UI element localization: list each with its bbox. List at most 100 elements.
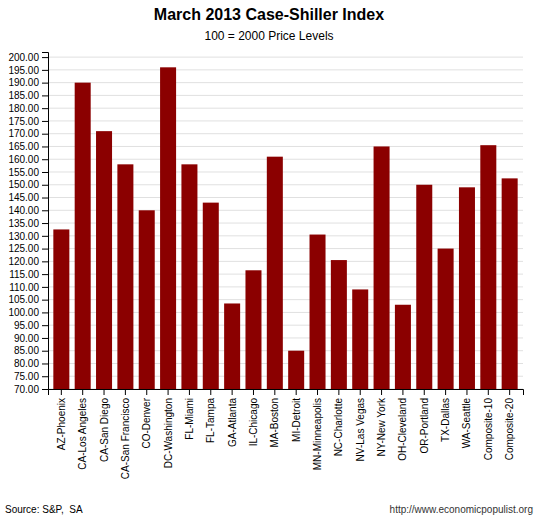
bars (53, 67, 517, 389)
bar (288, 351, 304, 389)
x-tick-label: MA-Boston (269, 398, 280, 447)
x-tick: TX-Dallas (440, 389, 451, 442)
x-tick-label: MI-Detroit (291, 398, 302, 442)
y-tick-mark (42, 159, 48, 160)
y-tick-label: 155.00 (8, 167, 39, 178)
grid-line (48, 95, 523, 96)
y-tick: 190.00 (8, 77, 48, 88)
y-tick-mark (42, 185, 48, 186)
y-tick-label: 135.00 (8, 218, 39, 229)
y-tick-mark (42, 249, 48, 250)
y-tick-label: 150.00 (8, 179, 39, 190)
y-tick-mark (42, 95, 48, 96)
y-tick: 80.00 (14, 358, 48, 369)
y-tick: 110.00 (9, 282, 48, 293)
y-axis-line (42, 53, 49, 390)
x-tick: CO-Denver (141, 389, 152, 449)
footer-right: http://www.economicpopulist.org (390, 504, 533, 515)
y-tick: 170.00 (8, 128, 48, 139)
grid-line (48, 159, 523, 160)
x-tick-label: IL-Chicago (248, 398, 259, 447)
x-tick: MA-Boston (269, 389, 280, 447)
y-tick: 130.00 (8, 231, 48, 242)
y-tick-mark (42, 312, 48, 313)
y-tick-label: 140.00 (8, 205, 39, 216)
y-tick: 150.00 (8, 179, 48, 190)
x-tick-mark (424, 389, 425, 395)
bar (245, 270, 261, 389)
bar (502, 178, 518, 389)
x-tick-label: TX-Dallas (440, 398, 451, 442)
y-tick-label: 120.00 (8, 256, 39, 267)
y-tick-mark (42, 338, 48, 339)
x-tick-label: NY-New York (376, 397, 387, 457)
x-tick-mark (338, 389, 339, 395)
bar (438, 249, 454, 389)
x-tick: DC-Washington (163, 389, 174, 468)
y-tick: 105.00 (8, 294, 48, 305)
y-tick-label: 115.00 (9, 269, 39, 280)
x-tick: OR-Portland (419, 389, 430, 454)
x-tick-label: Composite-20 (504, 398, 515, 461)
x-tick: FL-Tampa (205, 389, 216, 443)
bar (53, 229, 69, 389)
x-tick: OH-Cleveland (397, 389, 408, 461)
y-tick: 85.00 (14, 345, 48, 356)
y-tick-mark (42, 389, 48, 390)
y-tick-label: 145.00 (8, 192, 39, 203)
y-tick-mark (42, 363, 48, 364)
x-tick-mark (82, 389, 83, 395)
y-tick-mark (42, 210, 48, 211)
bar (331, 260, 347, 389)
x-tick-label: GA-Atlanta (227, 398, 238, 447)
y-tick-mark (42, 70, 48, 71)
y-tick-label: 95.00 (14, 320, 39, 331)
x-tick-label: OH-Cleveland (397, 398, 408, 461)
x-tick: Composite-20 (504, 389, 515, 460)
x-tick-mark (274, 389, 275, 395)
y-tick: 175.00 (8, 116, 48, 127)
plot: 70.00 75.00 80.00 85.0090.00 95.00 100.00 105.… (8, 52, 523, 519)
y-tick: 180.00 (8, 103, 48, 114)
x-tick-mark (232, 389, 233, 395)
x-tick-mark (445, 389, 446, 395)
x-tick: CA-San Francisco (120, 389, 131, 479)
y-tick-mark (42, 325, 48, 326)
x-tick-mark (296, 389, 297, 395)
x-tick: NY-New York (376, 389, 387, 457)
y-tick: 95.00 (14, 320, 48, 331)
x-tick-label: CO-Denver (141, 397, 152, 448)
y-tick-label: 110.00 (9, 282, 39, 293)
x-tick-mark (317, 389, 318, 395)
x-tick-label: NC-Charlotte (333, 398, 344, 457)
y-tick-label: 125.00 (8, 243, 39, 254)
x-tick: WA-Seattle (461, 389, 472, 448)
bar (117, 164, 133, 389)
bar (203, 203, 219, 389)
x-tick-mark (125, 389, 126, 395)
y-tick: 100.00 (8, 307, 48, 318)
grid-line (48, 133, 523, 134)
bar (224, 303, 240, 389)
y-tick-label: 170.00 (8, 128, 39, 139)
y-tick-label: 75.00 (14, 371, 39, 382)
title: March 2013 Case-Shiller Index (154, 6, 384, 23)
x-tick-label: WA-Seattle (461, 398, 472, 449)
y-tick: 195.00 (8, 65, 48, 76)
x-axis-line (49, 390, 524, 396)
y-tick: 90.00 (14, 333, 48, 344)
y-tick-label: 105.00 (8, 294, 39, 305)
x-tick-label: MN-Minneapolis (312, 398, 323, 470)
x-tick-label: DC-Washington (163, 398, 174, 468)
subtitle: 100 = 2000 Price Levels (204, 29, 333, 43)
y-tick-mark (42, 223, 48, 224)
grid-line (48, 120, 523, 121)
y-tick: 70.00 (14, 384, 48, 395)
x-tick-mark (61, 389, 62, 395)
y-tick: 165.00 (8, 141, 48, 152)
x-tick-mark (466, 389, 467, 395)
bar (395, 305, 411, 389)
grid-line (48, 82, 523, 83)
x-tick-label: CA-San Francisco (120, 398, 131, 480)
bar (75, 83, 91, 389)
